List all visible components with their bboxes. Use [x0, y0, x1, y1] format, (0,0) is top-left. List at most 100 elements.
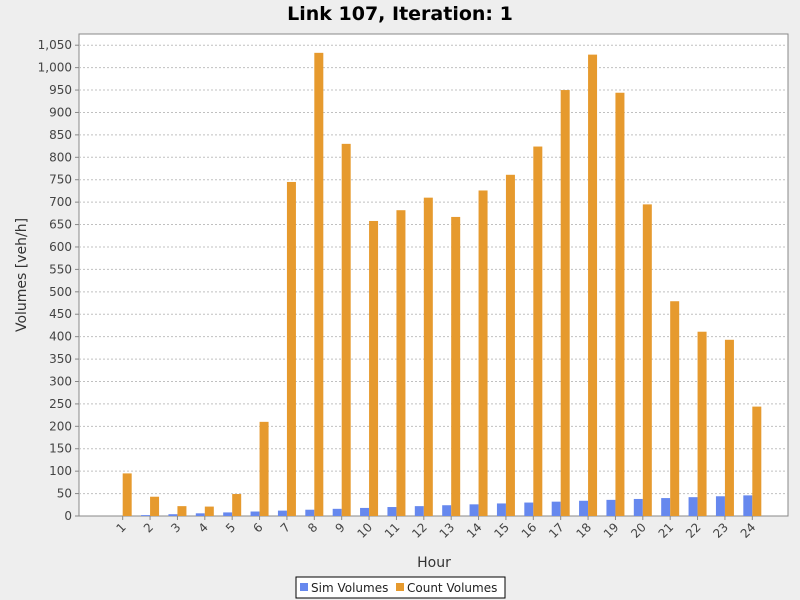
x-tick-label: 6 — [250, 520, 265, 535]
bar-sim — [661, 498, 671, 516]
bar-sim — [579, 500, 589, 516]
x-axis-label: Hour — [417, 555, 451, 571]
bar-count — [369, 220, 379, 516]
bar-sim — [277, 510, 287, 516]
bar-count — [588, 54, 598, 516]
y-tick-label: 550 — [49, 262, 72, 276]
bar-sim — [551, 501, 561, 516]
plot-area — [78, 33, 789, 517]
bar-count — [341, 143, 351, 516]
y-tick-label: 850 — [49, 128, 72, 142]
bar-sim — [524, 502, 534, 516]
bar-count — [697, 331, 707, 516]
bar-count — [615, 92, 625, 516]
x-tick-label: 12 — [409, 520, 430, 541]
y-tick-label: 150 — [49, 442, 72, 456]
bars — [122, 52, 762, 517]
bar-count — [314, 52, 324, 516]
bar-sim — [442, 505, 452, 516]
y-tick-label: 400 — [49, 330, 72, 344]
y-tick-label: 200 — [49, 419, 72, 433]
x-tick-label: 19 — [601, 520, 622, 541]
x-tick-label: 5 — [223, 520, 238, 535]
y-tick-label: 300 — [49, 374, 72, 388]
y-tick-label: 0 — [64, 509, 72, 523]
bar-count — [560, 90, 570, 516]
x-tick-label: 20 — [628, 520, 649, 541]
bar-count — [259, 421, 269, 516]
bar-sim — [141, 515, 151, 516]
legend-swatch-sim — [300, 583, 308, 591]
bar-count — [423, 197, 433, 516]
y-tick-label: 800 — [49, 150, 72, 164]
y-tick-label: 100 — [49, 464, 72, 478]
x-tick-label: 17 — [546, 520, 567, 541]
legend: Sim Volumes Count Volumes — [295, 576, 506, 599]
bar-sim — [168, 514, 178, 516]
y-tick-label: 350 — [49, 352, 72, 366]
x-tick-label: 4 — [196, 520, 211, 535]
x-tick-label: 9 — [333, 520, 348, 535]
y-tick-label: 700 — [49, 195, 72, 209]
y-axis: 0 50 100 150 200 250 300 350 400 450 500 550 600 650 7… — [38, 38, 79, 523]
y-tick-label: 450 — [49, 307, 72, 321]
bar-count — [752, 406, 762, 516]
bar-count — [724, 339, 734, 516]
y-tick-label: 1,050 — [38, 38, 72, 52]
y-tick-label: 600 — [49, 240, 72, 254]
bar-sim — [606, 499, 616, 516]
bar-sim — [414, 506, 424, 516]
x-tick-label: 16 — [519, 520, 540, 541]
x-tick-label: 15 — [491, 520, 512, 541]
y-tick-label: 250 — [49, 397, 72, 411]
legend-label-count: Count Volumes — [407, 581, 497, 595]
x-tick-label: 14 — [464, 520, 485, 541]
bar-count — [204, 506, 214, 516]
bar-count — [122, 473, 132, 516]
bar-count — [232, 494, 242, 516]
bar-sim — [715, 496, 725, 516]
bar-count — [670, 301, 680, 516]
x-axis: 1 2 3 4 5 6 7 8 9 10 11 12 13 14 15 16 17 18 19 20 21 22 23 24 — [114, 516, 759, 541]
x-tick-label: 18 — [573, 520, 594, 541]
bar-count — [150, 496, 160, 516]
bar-count — [533, 146, 543, 517]
bar-count — [177, 506, 187, 516]
bar-sim — [360, 507, 370, 516]
y-tick-label: 650 — [49, 218, 72, 232]
bar-sim — [332, 508, 342, 516]
y-tick-label: 1,000 — [38, 61, 72, 75]
y-tick-label: 50 — [57, 487, 72, 501]
bar-count — [286, 181, 296, 517]
bar-count — [478, 190, 488, 516]
bar-sim — [387, 507, 397, 516]
x-tick-label: 22 — [683, 520, 704, 541]
bar-sim — [250, 511, 260, 516]
x-tick-label: 21 — [656, 520, 677, 541]
bar-count — [451, 216, 461, 517]
legend-swatch-count — [396, 583, 404, 591]
y-tick-label: 900 — [49, 105, 72, 119]
x-tick-label: 13 — [437, 520, 458, 541]
x-tick-label: 23 — [710, 520, 731, 541]
x-tick-label: 24 — [738, 520, 759, 541]
x-tick-label: 8 — [305, 520, 320, 535]
bar-sim — [223, 512, 233, 516]
bar-count — [396, 210, 406, 516]
bar-sim — [633, 498, 643, 516]
y-tick-label: 950 — [49, 83, 72, 97]
y-tick-label: 500 — [49, 285, 72, 299]
bar-count — [505, 174, 515, 517]
x-tick-label: 7 — [278, 520, 293, 535]
bar-sim — [305, 509, 315, 516]
chart-title: Link 107, Iteration: 1 — [287, 3, 513, 25]
x-tick-label: 1 — [114, 520, 129, 535]
bar-sim — [743, 495, 753, 516]
x-tick-label: 2 — [141, 520, 156, 535]
y-axis-label: Volumes [veh/h] — [14, 218, 30, 332]
bar-sim — [469, 504, 479, 516]
x-tick-label: 11 — [382, 520, 403, 541]
y-tick-label: 750 — [49, 173, 72, 187]
